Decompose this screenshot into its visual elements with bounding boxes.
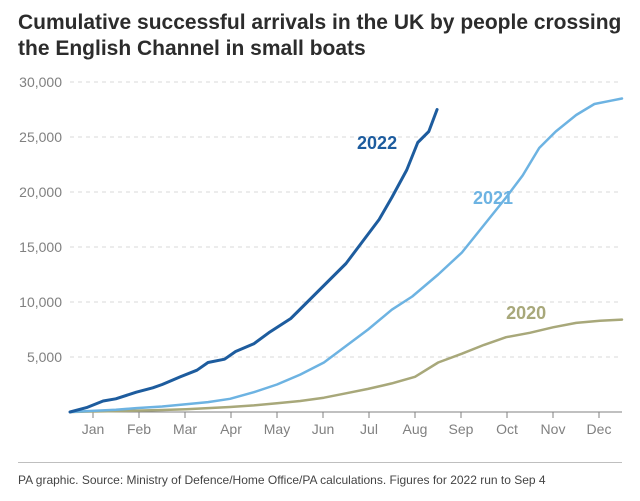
x-tick-label: Mar [173, 421, 197, 437]
x-tick-label: Feb [127, 421, 151, 437]
x-tick-label: Jan [82, 421, 105, 437]
chart-title: Cumulative successful arrivals in the UK… [18, 10, 622, 63]
x-tick-label: Aug [403, 421, 428, 437]
y-tick-label: 25,000 [19, 129, 62, 145]
y-tick-label: 20,000 [19, 184, 62, 200]
series-line-2022 [70, 110, 437, 413]
x-tick-label: Nov [541, 421, 566, 437]
x-tick-label: Dec [587, 421, 612, 437]
y-tick-label: 15,000 [19, 239, 62, 255]
y-tick-label: 10,000 [19, 294, 62, 310]
series-line-2021 [70, 99, 622, 413]
x-tick-label: Jun [312, 421, 335, 437]
series-line-2020 [70, 320, 622, 412]
y-tick-label: 5,000 [27, 349, 62, 365]
footer-divider [18, 462, 622, 463]
x-tick-label: Sep [449, 421, 474, 437]
x-tick-label: Oct [496, 421, 518, 437]
line-chart: 5,000 10,000 15,000 20,000 25,000 30,000 Jan F… [0, 70, 640, 455]
x-tick-label: May [264, 421, 290, 437]
x-tick-label: Jul [360, 421, 378, 437]
chart-footer: PA graphic. Source: Ministry of Defence/… [18, 473, 622, 487]
x-tick-label: Apr [220, 421, 242, 437]
y-tick-label: 30,000 [19, 74, 62, 90]
